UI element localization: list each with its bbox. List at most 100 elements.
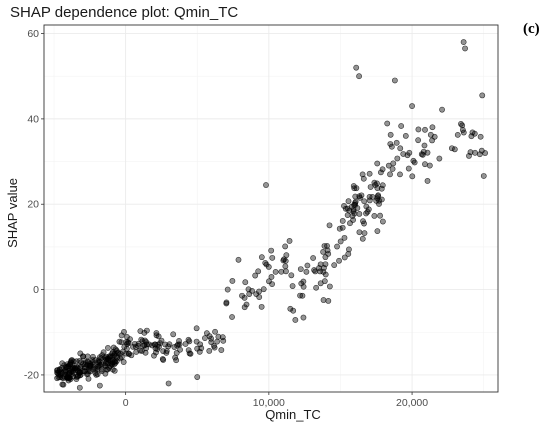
data-point [336,257,342,264]
data-point [80,353,87,360]
x-axis-title: Qmin_TC [265,407,321,422]
y-tick-label: 60 [27,28,39,40]
data-point [469,129,476,136]
data-point [66,374,73,381]
data-point [374,180,380,187]
data-point [429,124,436,131]
data-point [358,192,365,199]
data-point [431,133,438,140]
data-point [426,162,433,169]
data-point [448,145,455,152]
data-point [387,131,394,138]
data-point [402,132,409,139]
data-point [400,151,407,157]
chart-title: SHAP dependence plot: Qmin_TC [10,4,238,21]
data-point [63,368,70,375]
data-point [297,266,304,272]
data-point [218,347,225,353]
data-point [345,198,352,205]
y-tick-label: 20 [27,199,39,211]
data-point [356,73,362,80]
data-point [111,361,118,367]
data-point [322,261,329,268]
data-point [85,375,92,382]
data-point [111,367,118,374]
data-point [287,305,294,312]
data-point [102,370,109,377]
data-point [415,137,422,144]
data-point [69,361,75,368]
data-point [201,335,208,342]
data-point [60,381,67,388]
data-point [245,286,252,293]
x-tick-label: 0 [123,397,129,409]
data-point [360,175,367,182]
data-point [72,365,79,371]
data-point [96,382,103,389]
data-point [345,251,352,257]
data-point [342,205,349,212]
data-point [356,229,363,236]
data-point [404,152,411,159]
data-point [341,203,347,209]
data-point [388,143,395,150]
data-point [300,278,307,285]
data-point [460,39,467,45]
data-point [320,297,327,303]
data-point [93,371,100,378]
data-point [156,343,162,350]
data-point [379,166,386,173]
y-tick-label: -20 [24,369,39,381]
data-point [103,358,110,365]
data-point [214,338,221,345]
data-point [313,284,320,291]
data-point [331,262,338,269]
data-point [326,222,333,229]
data-point [143,345,149,352]
data-point [118,332,125,339]
data-point [153,349,159,356]
data-point [337,238,344,245]
data-point [185,347,192,354]
data-point [142,349,149,356]
data-point [324,247,331,254]
data-point [223,299,230,306]
data-point [269,254,276,261]
data-point [182,341,189,347]
data-point [132,343,139,350]
data-point [385,162,392,169]
x-tick-label: 10,000 [253,397,285,409]
data-point [371,212,378,219]
data-point [356,211,363,217]
data-point [73,358,80,365]
data-point [90,366,97,373]
data-point [361,198,368,205]
data-point [76,369,83,375]
data-point [439,106,445,113]
data-point [62,364,69,371]
data-point [138,336,145,343]
data-point [81,368,88,374]
data-point [317,280,324,287]
data-point [409,173,416,180]
data-point [262,260,269,266]
data-point [374,193,381,200]
data-point [359,171,366,178]
data-point [197,341,204,348]
data-point [120,359,127,365]
data-point [173,350,180,356]
data-point [322,271,329,278]
data-point [73,373,80,380]
data-point [299,292,306,299]
data-point [125,340,132,346]
data-point [377,212,383,219]
data-point [359,235,366,242]
data-point [387,171,393,178]
data-point [87,368,94,375]
data-point [460,129,467,136]
data-point [288,272,295,279]
data-point [282,243,289,250]
data-point [411,159,418,166]
data-point [397,171,403,178]
